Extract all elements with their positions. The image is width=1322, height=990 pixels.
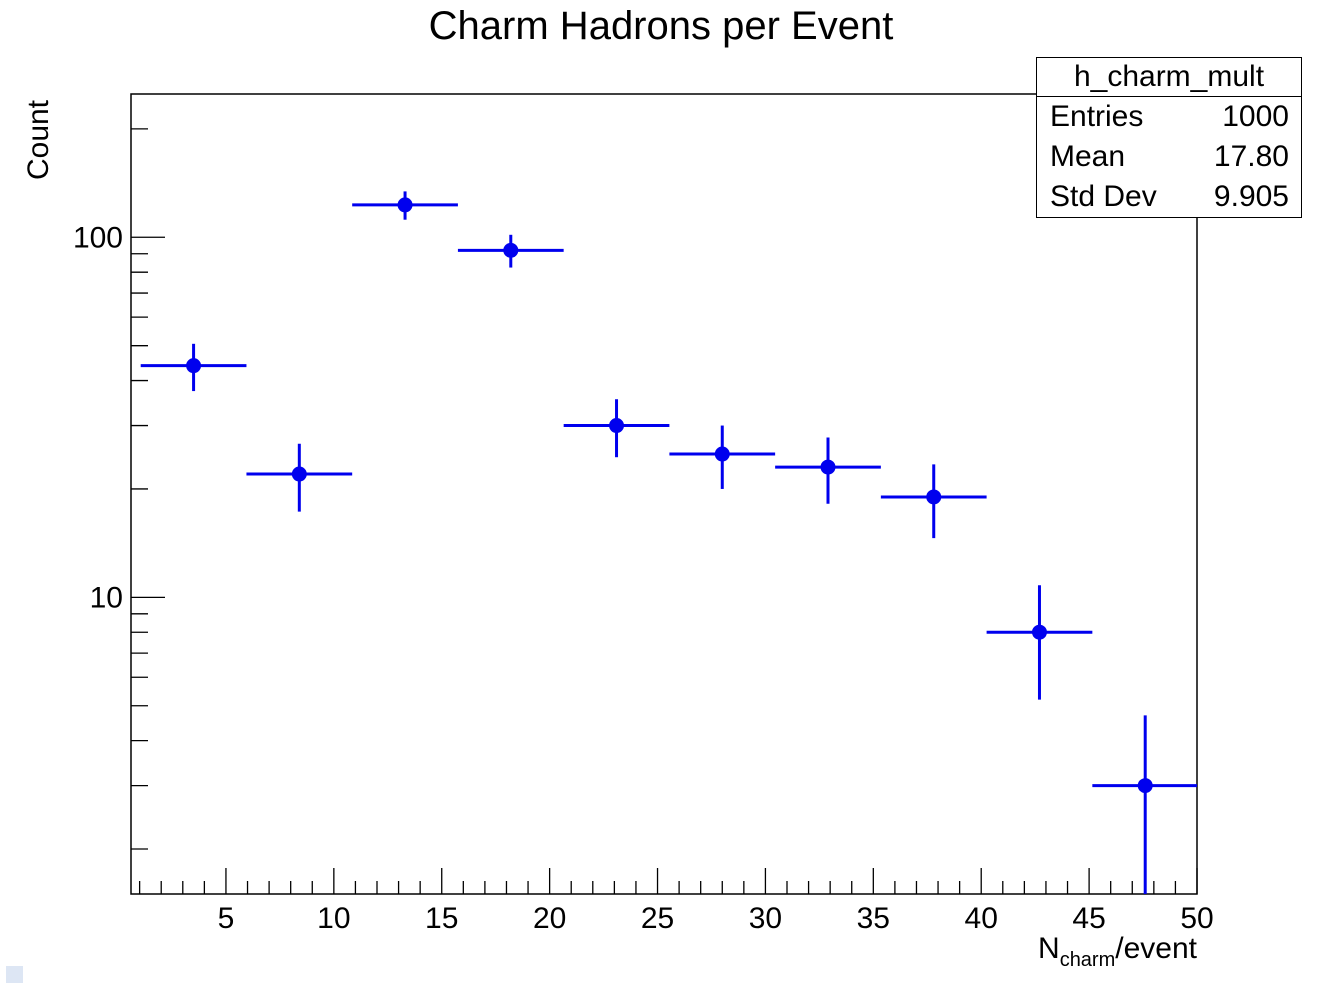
data-point — [1031, 624, 1047, 640]
data-point — [714, 446, 730, 462]
stats-label: Std Dev — [1050, 180, 1157, 213]
stats-box: h_charm_mult Entries 1000 Mean 17.80 Std… — [1036, 57, 1302, 218]
stats-row-entries: Entries 1000 — [1037, 97, 1301, 137]
data-point — [397, 197, 413, 213]
chart-title: Charm Hadrons per Event — [428, 4, 894, 48]
x-tick-label: 45 — [1072, 902, 1105, 935]
plot-frame — [130, 93, 1198, 895]
canvas-corner-marker — [6, 966, 23, 983]
data-point-group — [246, 443, 353, 512]
stats-value: 17.80 — [1213, 140, 1289, 173]
data-point-group — [880, 464, 987, 539]
x-tick-label: 15 — [425, 902, 458, 935]
data-point — [820, 459, 836, 475]
x-tick-label: 5 — [218, 902, 235, 935]
y-tick-label: 100 — [73, 221, 123, 254]
data-point-group — [669, 425, 776, 489]
data-point-group — [775, 437, 881, 504]
data-point — [609, 418, 625, 434]
x-axis-label: Ncharm/event — [1038, 932, 1198, 971]
x-tick-label: 30 — [749, 902, 782, 935]
x-tick-label: 35 — [857, 902, 890, 935]
x-tick-label: 50 — [1180, 902, 1213, 935]
data-point-group — [140, 343, 247, 392]
data-point-group — [986, 585, 1093, 700]
x-tick-label: 20 — [533, 902, 566, 935]
stats-value: 9.905 — [1213, 180, 1289, 213]
data-point — [186, 358, 202, 374]
y-tick-label: 10 — [90, 581, 123, 614]
y-axis-label: Count — [22, 99, 55, 180]
data-point-group — [563, 399, 670, 458]
stats-label: Entries — [1050, 100, 1144, 133]
x-tick-label: 10 — [317, 902, 350, 935]
stats-row-std-dev: Std Dev 9.905 — [1037, 177, 1301, 217]
stats-value: 1000 — [1222, 100, 1289, 133]
data-point-group — [352, 191, 458, 220]
data-point — [1137, 778, 1153, 794]
stats-title: h_charm_mult — [1037, 58, 1301, 97]
data-point — [926, 489, 942, 505]
x-tick-label: 25 — [641, 902, 674, 935]
data-point — [291, 466, 307, 482]
data-point-group — [457, 234, 564, 268]
stats-row-mean: Mean 17.80 — [1037, 137, 1301, 177]
stats-label: Mean — [1050, 140, 1126, 173]
x-tick-label: 40 — [965, 902, 998, 935]
data-point — [503, 242, 519, 258]
data-point-group — [1092, 715, 1197, 894]
